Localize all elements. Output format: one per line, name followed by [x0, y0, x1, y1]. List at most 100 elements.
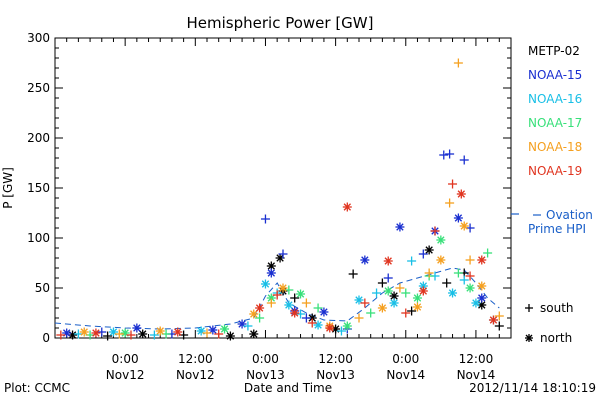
ovation-hpi-line: [54, 267, 500, 330]
north-marker: [138, 329, 148, 339]
south-marker: [418, 249, 428, 259]
north-marker: [377, 303, 387, 313]
x-tick-label-time: 12:00: [318, 352, 353, 366]
x-tick-label-date: Nov14: [457, 368, 496, 382]
legend: METP-02 NOAA-15 NOAA-16 NOAA-17 NOAA-18 NOAA-…: [511, 44, 593, 345]
x-tick-label-date: Nov13: [246, 368, 285, 382]
north-marker: [62, 328, 72, 338]
south-marker: [494, 311, 504, 321]
north-marker: [436, 255, 446, 265]
south-marker: [448, 179, 458, 189]
north-marker: [120, 328, 130, 338]
legend-ovation-label-2: Prime HPI: [528, 222, 586, 236]
legend-ovation-label: Ovation: [546, 208, 593, 222]
north-marker: [91, 328, 101, 338]
north-marker: [360, 255, 370, 265]
y-axis-label: P [GW]: [1, 167, 15, 209]
x-tick-label-date: Nov13: [316, 368, 355, 382]
south-marker: [465, 271, 475, 281]
south-marker: [430, 226, 440, 236]
south-marker: [360, 298, 370, 308]
south-marker: [126, 330, 136, 340]
north-marker: [290, 308, 300, 318]
south-marker: [439, 150, 449, 160]
south-marker: [278, 249, 288, 259]
south-marker: [97, 327, 107, 337]
legend-entry: NOAA-18: [528, 140, 582, 154]
north-marker: [383, 286, 393, 296]
north-marker: [79, 327, 89, 337]
south-marker: [243, 321, 253, 331]
south-marker: [103, 331, 113, 341]
north-marker: [354, 295, 364, 305]
north-marker: [424, 245, 434, 255]
north-marker: [456, 189, 466, 199]
north-marker: [237, 319, 247, 329]
north-marker: [436, 235, 446, 245]
x-tick-label-time: 12:00: [459, 352, 494, 366]
legend-entry: NOAA-16: [528, 92, 582, 106]
south-marker: [459, 155, 469, 165]
north-marker: [488, 315, 498, 325]
legend-north-symbol: [525, 334, 533, 342]
south-marker: [366, 308, 376, 318]
north-marker: [249, 329, 259, 339]
legend-north-label: north: [540, 331, 572, 345]
north-marker: [465, 283, 475, 293]
north-marker: [395, 222, 405, 232]
north-marker: [418, 286, 428, 296]
south-marker: [401, 288, 411, 298]
y-tick-label: 50: [35, 281, 50, 295]
legend-entry: NOAA-19: [528, 164, 582, 178]
south-marker: [483, 248, 493, 258]
south-marker: [348, 269, 358, 279]
south-marker: [301, 298, 311, 308]
north-marker: [389, 298, 399, 308]
y-tick-label: 250: [27, 81, 50, 95]
north-marker: [296, 289, 306, 299]
y-tick-label: 300: [27, 31, 50, 45]
y-axis: 0 50 100 150 200 250 300: [27, 31, 511, 345]
south-marker: [290, 293, 300, 303]
south-marker: [383, 273, 393, 283]
legend-entry: NOAA-17: [528, 116, 582, 130]
south-marker: [401, 308, 411, 318]
ovation-hpi-series: [54, 267, 500, 330]
south-marker: [307, 318, 317, 328]
south-marker: [214, 329, 224, 339]
south-marker: [354, 313, 364, 323]
north-marker: [319, 307, 329, 317]
x-tick-label-time: 0:00: [392, 352, 419, 366]
south-marker: [407, 256, 417, 266]
north-marker: [249, 309, 259, 319]
footer-credit: Plot: CCMC: [4, 381, 70, 395]
north-marker: [220, 324, 230, 334]
south-marker: [372, 288, 382, 298]
south-marker: [407, 306, 417, 316]
south-marker: [445, 198, 455, 208]
x-tick-label-time: 0:00: [112, 352, 139, 366]
south-marker: [494, 321, 504, 331]
south-marker: [424, 268, 434, 278]
footer-timestamp: 2012/11/14 18:10:19: [469, 381, 596, 395]
south-marker: [313, 303, 323, 313]
south-marker: [114, 329, 124, 339]
north-marker: [208, 325, 218, 335]
data-points: [56, 58, 504, 341]
x-tick-label-time: 12:00: [178, 352, 213, 366]
south-marker: [202, 328, 212, 338]
legend-south-label: south: [540, 301, 574, 315]
chart-title: Hemispheric Power [GW]: [187, 14, 374, 32]
north-marker: [477, 293, 487, 303]
south-marker: [255, 313, 265, 323]
north-marker: [453, 213, 463, 223]
y-tick-label: 100: [27, 231, 50, 245]
south-marker: [266, 298, 276, 308]
x-axis: 0:00 Nov12 12:00 Nov12 0:00 Nov13 12:00 Nov13 0:…: [66, 38, 500, 382]
south-marker: [453, 58, 463, 68]
south-marker: [272, 290, 282, 300]
south-marker: [336, 326, 346, 336]
y-tick-label: 150: [27, 181, 50, 195]
north-marker: [448, 288, 458, 298]
